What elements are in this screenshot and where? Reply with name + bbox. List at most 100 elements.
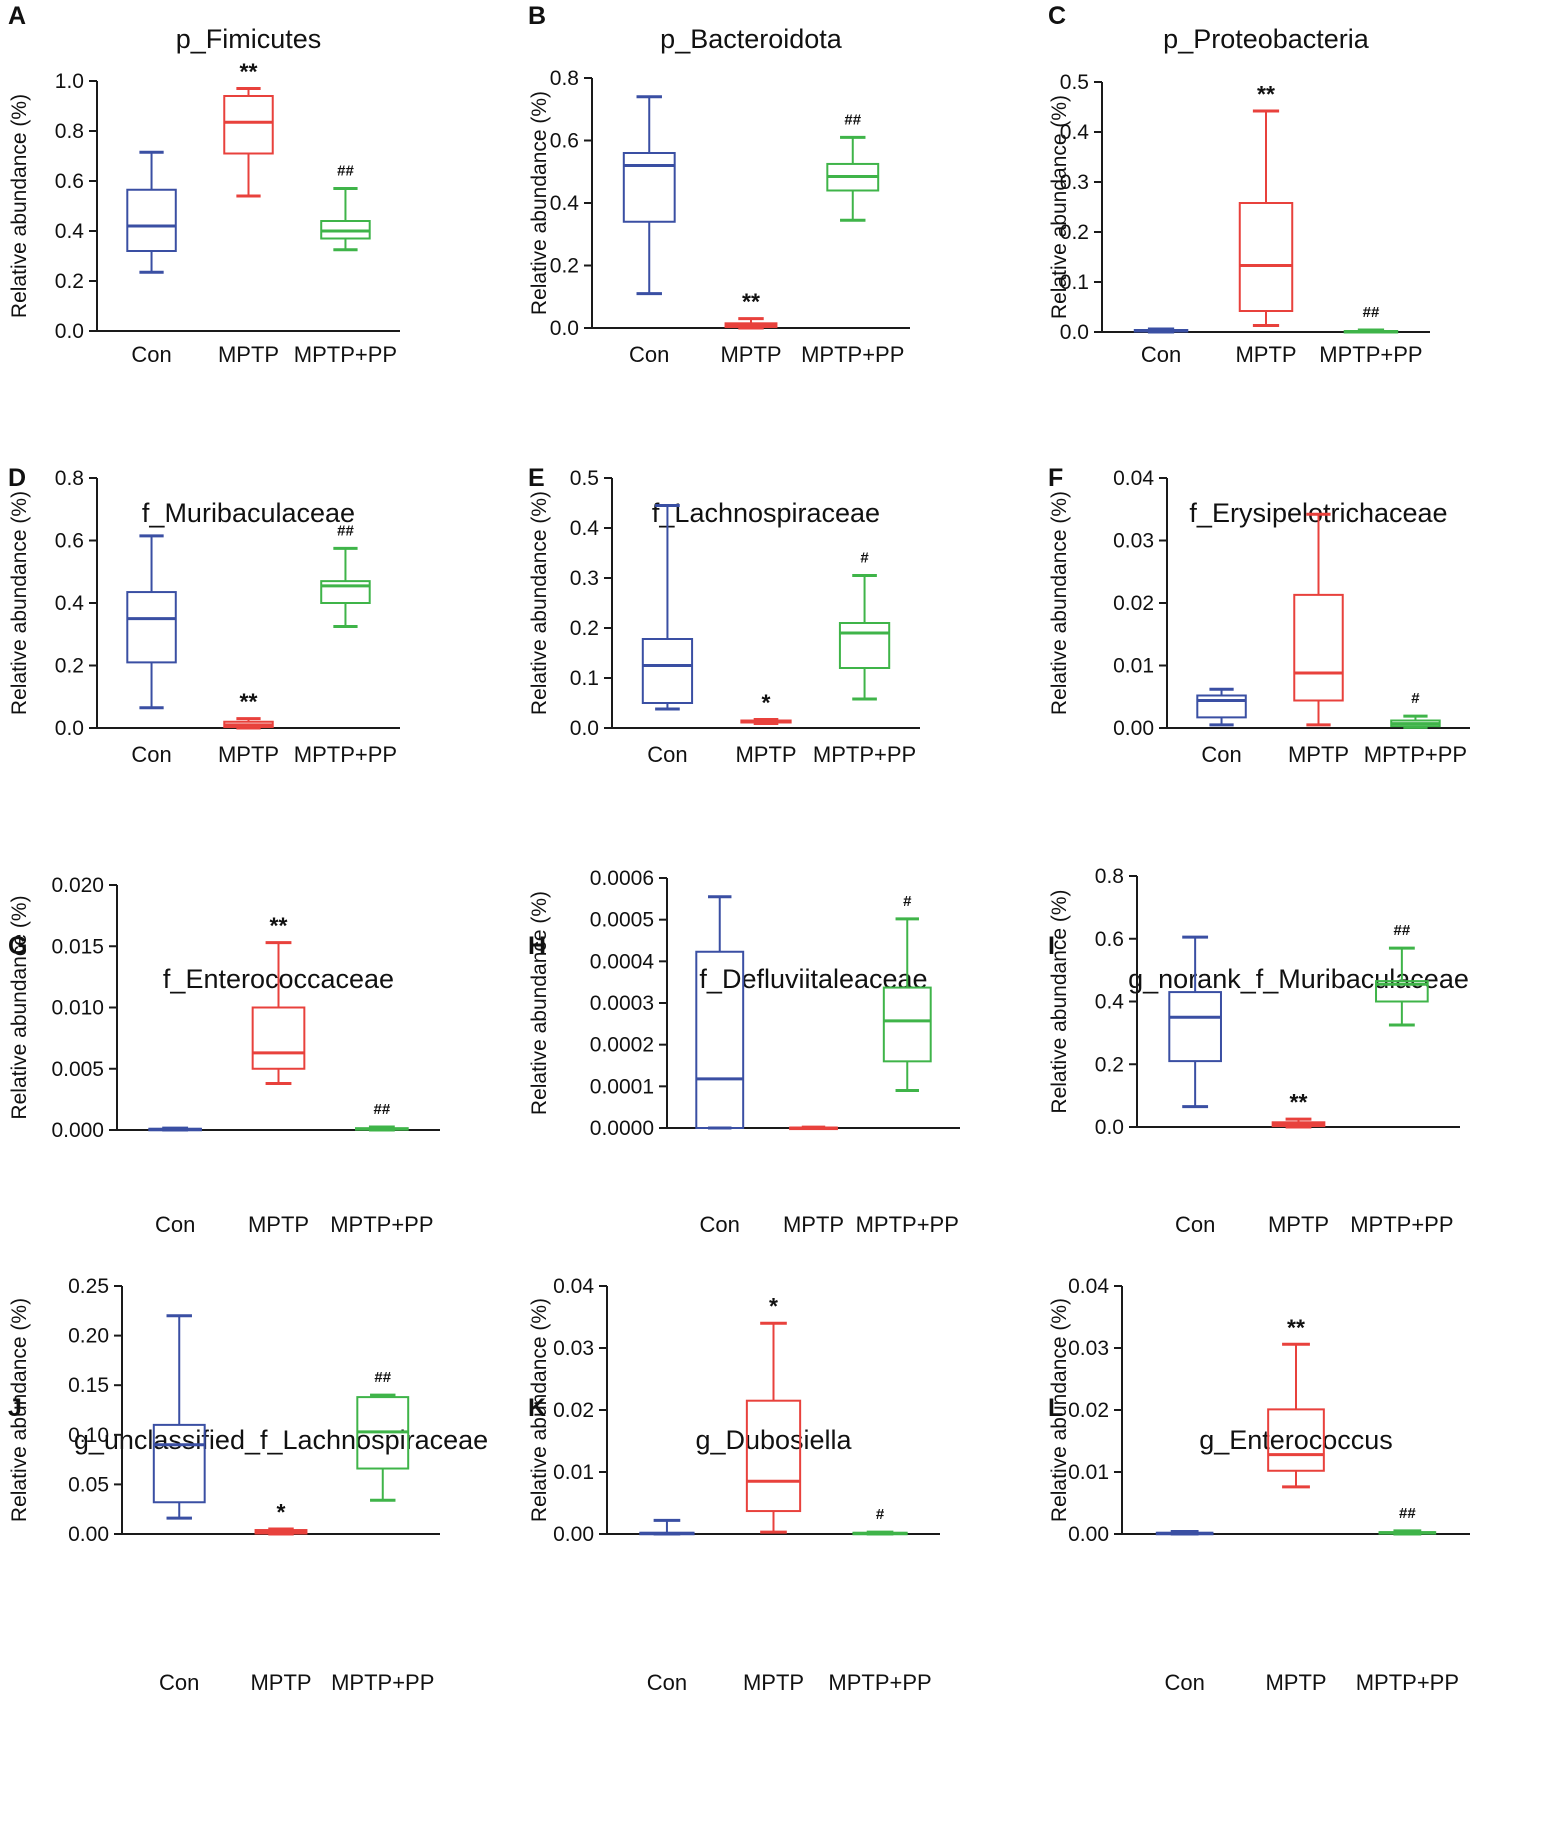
significance-mark: ## bbox=[374, 1369, 391, 1386]
y-axis-label: Relative abundance (%) bbox=[528, 491, 551, 715]
y-tick-label: 0.0 bbox=[570, 717, 599, 740]
y-tick-label: 0.02 bbox=[553, 1399, 594, 1422]
y-tick-label: 0.2 bbox=[570, 617, 599, 640]
iqr-box bbox=[745, 1399, 802, 1513]
x-tick-label: Con bbox=[647, 1670, 687, 1695]
panel-f: Ff_ErysipelotrichaceaeRelative abundance… bbox=[1048, 464, 1470, 767]
x-tick-label: Con bbox=[131, 742, 171, 767]
iqr-box bbox=[251, 1006, 306, 1070]
y-tick-label: 0.02 bbox=[1068, 1399, 1109, 1422]
box-mptp: ** bbox=[1271, 1089, 1326, 1129]
significance-mark: ## bbox=[337, 522, 354, 539]
x-tick-label: MPTP+PP bbox=[331, 1670, 434, 1695]
box-mptp: * bbox=[740, 690, 792, 725]
y-axis-label: Relative abundance (%) bbox=[8, 1298, 31, 1522]
chart-title: g_norank_f_Muribaculaceae bbox=[1128, 964, 1469, 994]
x-tick-label: MPTP+PP bbox=[856, 1212, 959, 1237]
box-con bbox=[622, 95, 676, 296]
x-tick-label: MPTP bbox=[1265, 1670, 1326, 1695]
y-tick-label: 0.00 bbox=[1068, 1523, 1109, 1546]
panel-letter: D bbox=[8, 464, 26, 492]
panel-h: Hf_Defluviitaleaceae Relative abundance (… bbox=[528, 867, 960, 1237]
box-mptp: ** bbox=[724, 289, 778, 330]
y-axis-label: Relative abundance (%) bbox=[528, 91, 551, 315]
panel-e: Ef_Lachnospiraceae Relative abundance (%)… bbox=[528, 464, 920, 767]
y-tick-label: 0.015 bbox=[51, 935, 104, 958]
x-tick-label: MPTP bbox=[218, 742, 279, 767]
y-axis-label: Relative abundance (%) bbox=[1048, 889, 1071, 1113]
x-tick-label: MPTP+PP bbox=[801, 342, 904, 367]
box-mptp-plus-pp: # bbox=[882, 893, 932, 1092]
y-tick-label: 0.05 bbox=[68, 1473, 109, 1496]
chart-title: p_Fimicutes bbox=[176, 24, 322, 54]
y-tick-label: 0.02 bbox=[1113, 592, 1154, 615]
x-tick-label: MPTP+PP bbox=[294, 742, 397, 767]
x-tick-label: Con bbox=[1164, 1670, 1204, 1695]
panel-letter: A bbox=[8, 2, 26, 30]
x-tick-label: MPTP bbox=[1268, 1212, 1329, 1237]
y-tick-label: 0.0002 bbox=[590, 1034, 654, 1057]
iqr-box bbox=[882, 986, 932, 1063]
y-tick-label: 0.0 bbox=[1060, 321, 1089, 344]
y-tick-label: 0.15 bbox=[68, 1374, 109, 1397]
y-tick-label: 0.0003 bbox=[590, 992, 654, 1015]
y-tick-label: 0.01 bbox=[553, 1461, 594, 1484]
panel-letter: F bbox=[1048, 464, 1063, 492]
y-axis-label: Relative abundance (%) bbox=[1048, 1298, 1071, 1522]
panel-b: Bp_Bacteroidota Relative abundance (%)0.0… bbox=[528, 2, 910, 367]
box-mptp-plus-pp: ## bbox=[356, 1369, 410, 1502]
y-tick-label: 0.2 bbox=[1095, 1053, 1124, 1076]
panel-c: Cp_Proteobacteria Relative abundance (%)0… bbox=[1048, 2, 1430, 367]
box-con bbox=[1196, 687, 1247, 727]
x-tick-label: Con bbox=[155, 1212, 195, 1237]
iqr-box bbox=[1293, 593, 1344, 702]
panel-j: Jg_unclassified_f_Lachnospiraceae Relativ… bbox=[8, 1275, 488, 1695]
y-tick-label: 0.010 bbox=[51, 997, 104, 1020]
panel-a: Ap_Fimicutes Relative abundance (%) 0.0 0.2… bbox=[8, 2, 400, 367]
significance-mark: # bbox=[860, 550, 869, 567]
x-tick-label: MPTP bbox=[735, 742, 796, 767]
y-tick-label: 0.01 bbox=[1113, 655, 1154, 678]
y-tick-label: 0.8 bbox=[1095, 865, 1124, 888]
box-con bbox=[695, 895, 745, 1130]
y-tick-label: 0.8 bbox=[55, 120, 84, 143]
significance-mark: * bbox=[277, 1499, 286, 1525]
y-tick-label: 0.0 bbox=[55, 717, 84, 740]
panel-letter: C bbox=[1048, 2, 1066, 30]
y-tick-label: 0.00 bbox=[68, 1523, 109, 1546]
y-axis-label: Relative abundance (%) bbox=[1048, 491, 1071, 715]
significance-mark: ** bbox=[240, 59, 258, 85]
y-tick-label: 0.5 bbox=[570, 467, 599, 490]
y-tick-label: 0.4 bbox=[55, 592, 85, 615]
iqr-box bbox=[1238, 202, 1294, 312]
x-tick-label: MPTP bbox=[1235, 342, 1296, 367]
chart-title: p_Proteobacteria bbox=[1163, 24, 1370, 54]
y-tick-label: 0.0005 bbox=[590, 909, 654, 932]
significance-mark: # bbox=[1411, 690, 1420, 707]
y-tick-label: 0.00 bbox=[553, 1523, 594, 1546]
x-tick-label: MPTP bbox=[250, 1670, 311, 1695]
y-tick-label: 0.0 bbox=[1095, 1116, 1124, 1139]
y-tick-label: 0.6 bbox=[1095, 928, 1124, 951]
significance-mark: ## bbox=[844, 111, 861, 128]
y-tick-label: 0.000 bbox=[51, 1119, 104, 1142]
y-tick-label: 0.03 bbox=[1068, 1337, 1109, 1360]
box-mptp: ** bbox=[1267, 1314, 1325, 1489]
y-tick-label: 0.0000 bbox=[590, 1117, 654, 1140]
y-tick-label: 0.4 bbox=[1095, 991, 1125, 1014]
chart-title: g_unclassified_f_Lachnospiraceae bbox=[74, 1425, 488, 1455]
significance-mark: ## bbox=[1399, 1505, 1416, 1522]
box-con bbox=[639, 1518, 695, 1536]
significance-mark: ** bbox=[1290, 1089, 1308, 1115]
y-tick-label: 0.04 bbox=[553, 1275, 594, 1298]
y-tick-label: 0.4 bbox=[570, 517, 600, 540]
y-tick-label: 0.4 bbox=[1060, 121, 1090, 144]
box-mptp-plus-pp: ## bbox=[1343, 304, 1399, 334]
x-tick-label: MPTP+PP bbox=[294, 342, 397, 367]
y-axis-label: Relative abundance (%) bbox=[528, 891, 551, 1115]
y-tick-label: 0.4 bbox=[55, 220, 85, 243]
box-mptp-plus-pp: ## bbox=[1375, 922, 1429, 1027]
y-tick-label: 0.04 bbox=[1068, 1275, 1109, 1298]
